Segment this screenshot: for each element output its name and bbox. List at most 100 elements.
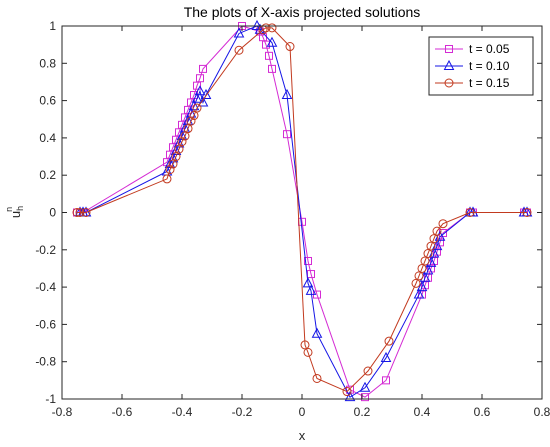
data-point [188, 100, 200, 111]
legend-item: t = 0.05 [435, 42, 510, 56]
legend: t = 0.05 t = 0.10 t = 0.15 [428, 36, 534, 96]
data-point [233, 27, 245, 38]
data-point [268, 64, 276, 73]
y-tick-label: -0.4 [35, 280, 56, 294]
x-tick-label: 0.8 [534, 405, 550, 419]
data-point [434, 230, 446, 241]
data-point [267, 23, 277, 33]
x-tick-label: 0 [299, 405, 306, 419]
x-tick-label: 0.6 [474, 405, 491, 419]
x-tick-label: -0.2 [232, 405, 253, 419]
x-axis-label: x [299, 428, 306, 443]
data-point [164, 157, 176, 169]
legend-item: t = 0.10 [435, 59, 510, 73]
data-point [81, 208, 91, 217]
data-point [165, 165, 175, 175]
data-point [186, 116, 196, 126]
data-point [196, 74, 204, 83]
data-point [176, 129, 188, 141]
axes-layer: -0.8 -0.6 -0.4 -0.2 0 0.2 0.4 0.6 0.8-1-0.8-0.6-… [35, 19, 550, 419]
y-tick-label: 0.2 [39, 168, 56, 182]
data-point [522, 208, 532, 217]
data-point [359, 381, 371, 392]
data-point [420, 256, 430, 266]
y-tick-label: -0.6 [35, 317, 56, 331]
data-point [300, 340, 310, 350]
data-point [303, 347, 313, 357]
data-point [414, 271, 424, 281]
data-point [438, 219, 448, 229]
y-tick-label: 0.8 [39, 56, 56, 70]
data-point [417, 263, 427, 273]
data-point [180, 131, 190, 141]
data-point [189, 111, 199, 121]
y-tick-label: 0.4 [39, 131, 56, 145]
data-point [411, 278, 421, 288]
data-point [312, 373, 322, 383]
y-tick-label: 0.6 [39, 94, 56, 108]
data-point [200, 88, 212, 100]
y-axis-label-sub: h [15, 206, 25, 211]
data-point [162, 174, 172, 184]
data-point [192, 103, 202, 113]
data-point [261, 23, 271, 33]
data-point [285, 42, 295, 52]
data-point [467, 206, 479, 217]
legend-item: t = 0.15 [435, 76, 510, 90]
data-point [302, 277, 314, 288]
data-point [281, 88, 293, 100]
data-point [197, 96, 209, 107]
chart-title: The plots of X-axis projected solutions [184, 4, 421, 20]
data-point [72, 208, 82, 217]
legend-marker [445, 45, 453, 53]
data-point [384, 336, 394, 346]
data-point [174, 144, 184, 154]
data-point [75, 208, 85, 217]
x-tick-label: -0.4 [172, 405, 193, 419]
series-line-1 [77, 25, 527, 398]
series-line-3 [77, 27, 527, 393]
data-point [171, 152, 181, 162]
y-tick-label: 0 [49, 206, 56, 220]
data-point [413, 288, 425, 299]
data-point [199, 64, 207, 73]
data-point [183, 124, 193, 134]
data-point [194, 85, 206, 96]
legend-marker [443, 59, 455, 70]
data-point [283, 130, 291, 139]
series-3 [72, 23, 532, 397]
data-point [262, 40, 270, 49]
y-axis-label: uhn [4, 206, 25, 218]
series-layer [72, 19, 533, 402]
data-point [423, 249, 433, 259]
data-point [426, 241, 436, 251]
y-tick-label: -0.2 [35, 243, 56, 257]
data-point [266, 36, 278, 47]
data-point [177, 137, 187, 147]
data-point [304, 256, 312, 265]
data-point [344, 391, 356, 402]
data-point [307, 270, 315, 279]
data-point [465, 208, 475, 217]
x-tick-label: -0.8 [52, 405, 73, 419]
y-tick-label: -1 [45, 392, 56, 406]
y-axis-label-base: u [8, 211, 23, 218]
data-point [168, 159, 178, 169]
y-tick-label: -0.8 [35, 355, 56, 369]
data-point [416, 281, 428, 292]
y-tick-label: 1 [49, 19, 56, 33]
data-point [305, 284, 317, 295]
x-tick-label: -0.6 [112, 405, 133, 419]
data-point [191, 92, 203, 103]
data-point [342, 387, 352, 397]
data-point [311, 327, 323, 338]
legend-label: t = 0.05 [469, 42, 510, 56]
x-tick-label: 0.4 [414, 405, 431, 419]
data-point [382, 376, 390, 385]
data-point [234, 45, 244, 55]
x-tick-label: 0.2 [354, 405, 371, 419]
data-point [429, 234, 439, 244]
data-point [363, 366, 373, 376]
data-point [380, 351, 392, 362]
